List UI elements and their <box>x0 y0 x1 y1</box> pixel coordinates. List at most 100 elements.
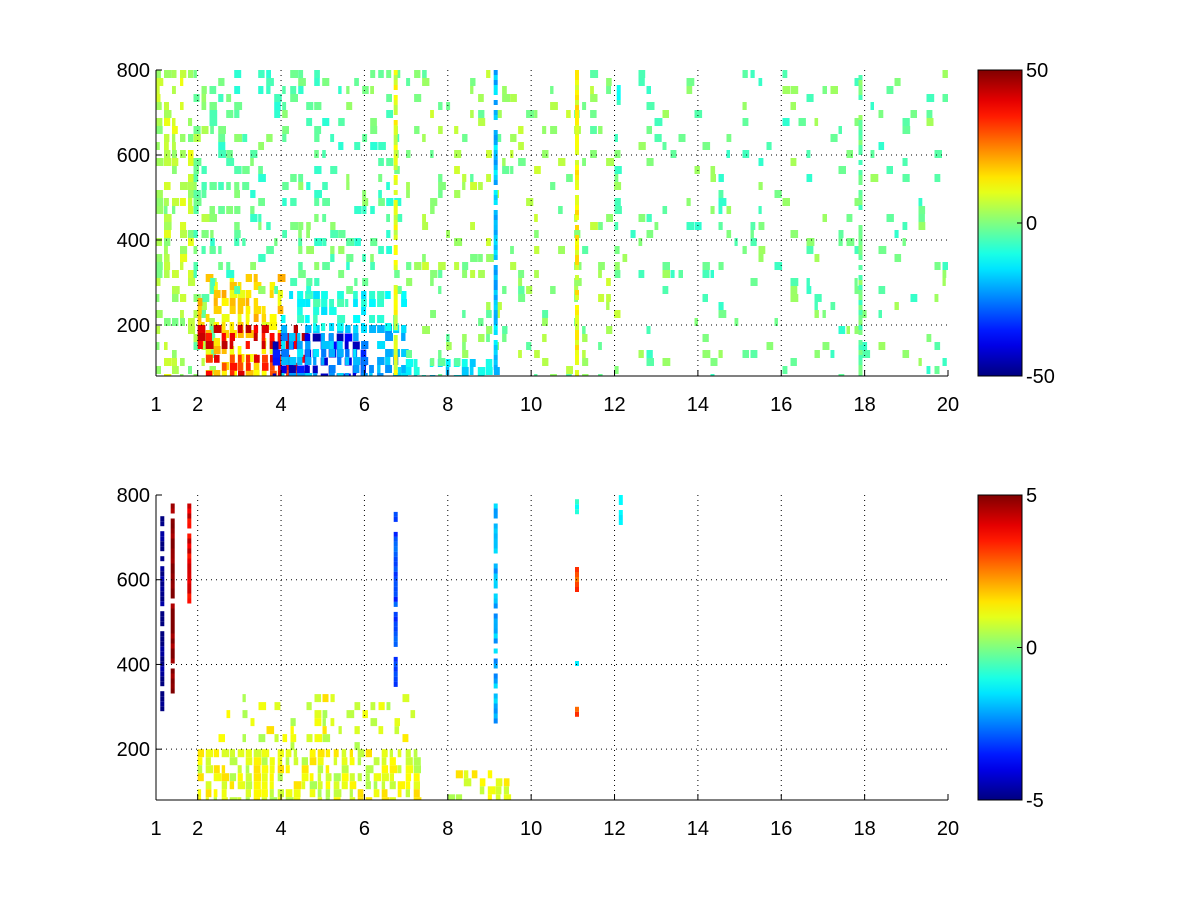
heatmap-cell <box>164 158 172 166</box>
heatmap-cell <box>718 174 724 182</box>
heatmap-cell <box>317 773 322 782</box>
heatmap-cell <box>337 349 344 357</box>
heatmap-cell <box>306 734 313 743</box>
heatmap-cell <box>349 757 355 766</box>
heatmap-cell <box>201 302 207 310</box>
heatmap-stripe <box>575 661 579 666</box>
heatmap-cell <box>306 182 311 190</box>
heatmap-cell <box>353 291 358 299</box>
heatmap-cell <box>322 734 331 743</box>
heatmap-cell <box>830 350 835 358</box>
heatmap-cell <box>282 126 289 134</box>
heatmap-cell <box>338 246 345 254</box>
heatmap-cell <box>518 270 525 278</box>
heatmap-cell <box>309 773 314 782</box>
heatmap-cell <box>197 765 203 774</box>
heatmap-stripe <box>493 320 498 325</box>
heatmap-cell <box>910 110 917 118</box>
heatmap-cell <box>258 286 266 294</box>
heatmap-stripe <box>858 150 863 155</box>
heatmap-cell <box>289 333 296 341</box>
heatmap-cell <box>272 357 280 366</box>
heatmap-cell <box>822 342 830 350</box>
heatmap-cell <box>542 358 549 366</box>
heatmap-cell <box>314 134 320 142</box>
heatmap-cell <box>337 299 345 307</box>
heatmap-cell <box>221 789 227 798</box>
heatmap-cell <box>201 166 207 174</box>
heatmap-cell <box>305 315 310 323</box>
heatmap-cell <box>362 254 366 262</box>
heatmap-stripe <box>393 325 398 330</box>
heatmap-cell <box>487 786 496 795</box>
heatmap-cell <box>156 158 164 166</box>
heatmap-cell <box>430 150 434 158</box>
heatmap-cell <box>180 254 188 262</box>
heatmap-cell <box>234 230 241 238</box>
heatmap-stripe <box>858 250 863 255</box>
heatmap-cell <box>830 134 838 142</box>
heatmap-cell <box>814 118 819 126</box>
heatmap-cell <box>193 174 199 182</box>
heatmap-cell <box>422 134 426 142</box>
heatmap-cell <box>357 789 364 798</box>
heatmap-cell <box>330 134 335 142</box>
heatmap-cell <box>766 342 774 350</box>
heatmap-cell <box>470 270 476 278</box>
heatmap-cell <box>394 718 400 727</box>
heatmap-cell <box>518 158 526 166</box>
heatmap-stripe <box>160 681 165 687</box>
x-tick-label: 12 <box>603 818 625 840</box>
heatmap-cell <box>229 781 235 790</box>
heatmap-cell <box>188 174 196 182</box>
heatmap-cell <box>205 749 213 758</box>
heatmap-cell <box>288 365 296 374</box>
heatmap-stripe <box>575 295 579 300</box>
heatmap-cell <box>289 357 297 365</box>
heatmap-cell <box>413 781 420 790</box>
heatmap-stripe <box>858 140 863 145</box>
heatmap-cell <box>558 158 566 166</box>
heatmap-cell <box>397 749 402 758</box>
heatmap-cell <box>229 282 237 290</box>
heatmap-cell <box>164 142 169 150</box>
heatmap-cell <box>942 70 948 78</box>
heatmap-stripe <box>393 335 398 340</box>
heatmap-cell <box>218 246 222 254</box>
heatmap-cell <box>229 290 238 298</box>
heatmap-stripe <box>493 573 498 579</box>
heatmap-cell <box>180 358 185 366</box>
heatmap-cell <box>742 150 750 158</box>
heatmap-cell <box>197 333 206 341</box>
heatmap-stripe <box>393 631 398 637</box>
heatmap-cell <box>245 797 250 800</box>
heatmap-stripe <box>575 499 579 505</box>
heatmap-cell <box>402 694 410 703</box>
heatmap-cell <box>314 126 322 134</box>
heatmap-cell <box>298 262 303 270</box>
heatmap-cell <box>164 70 172 78</box>
heatmap-cell <box>213 797 217 800</box>
heatmap-cell <box>454 126 459 134</box>
heatmap-cell <box>422 78 430 86</box>
heatmap-cell <box>838 166 846 174</box>
heatmap-stripe <box>858 340 863 345</box>
heatmap-stripe <box>858 305 863 310</box>
heatmap-cell <box>337 323 344 331</box>
heatmap-stripe <box>160 656 165 662</box>
heatmap-cell <box>305 291 313 299</box>
heatmap-cell <box>614 198 621 206</box>
heatmap-cell <box>495 786 502 795</box>
heatmap-cell <box>758 78 763 86</box>
heatmap-stripe <box>170 653 175 659</box>
heatmap-cell <box>298 270 306 278</box>
heatmap-cell <box>325 797 330 800</box>
heatmap-stripe <box>393 215 398 220</box>
heatmap-cell <box>156 198 164 206</box>
heatmap-stripe <box>575 360 579 365</box>
heatmap-cell <box>590 86 594 94</box>
heatmap-cell <box>229 757 238 766</box>
heatmap-cell <box>582 326 586 334</box>
heatmap-stripe <box>493 628 498 634</box>
heatmap-stripe <box>393 581 398 587</box>
